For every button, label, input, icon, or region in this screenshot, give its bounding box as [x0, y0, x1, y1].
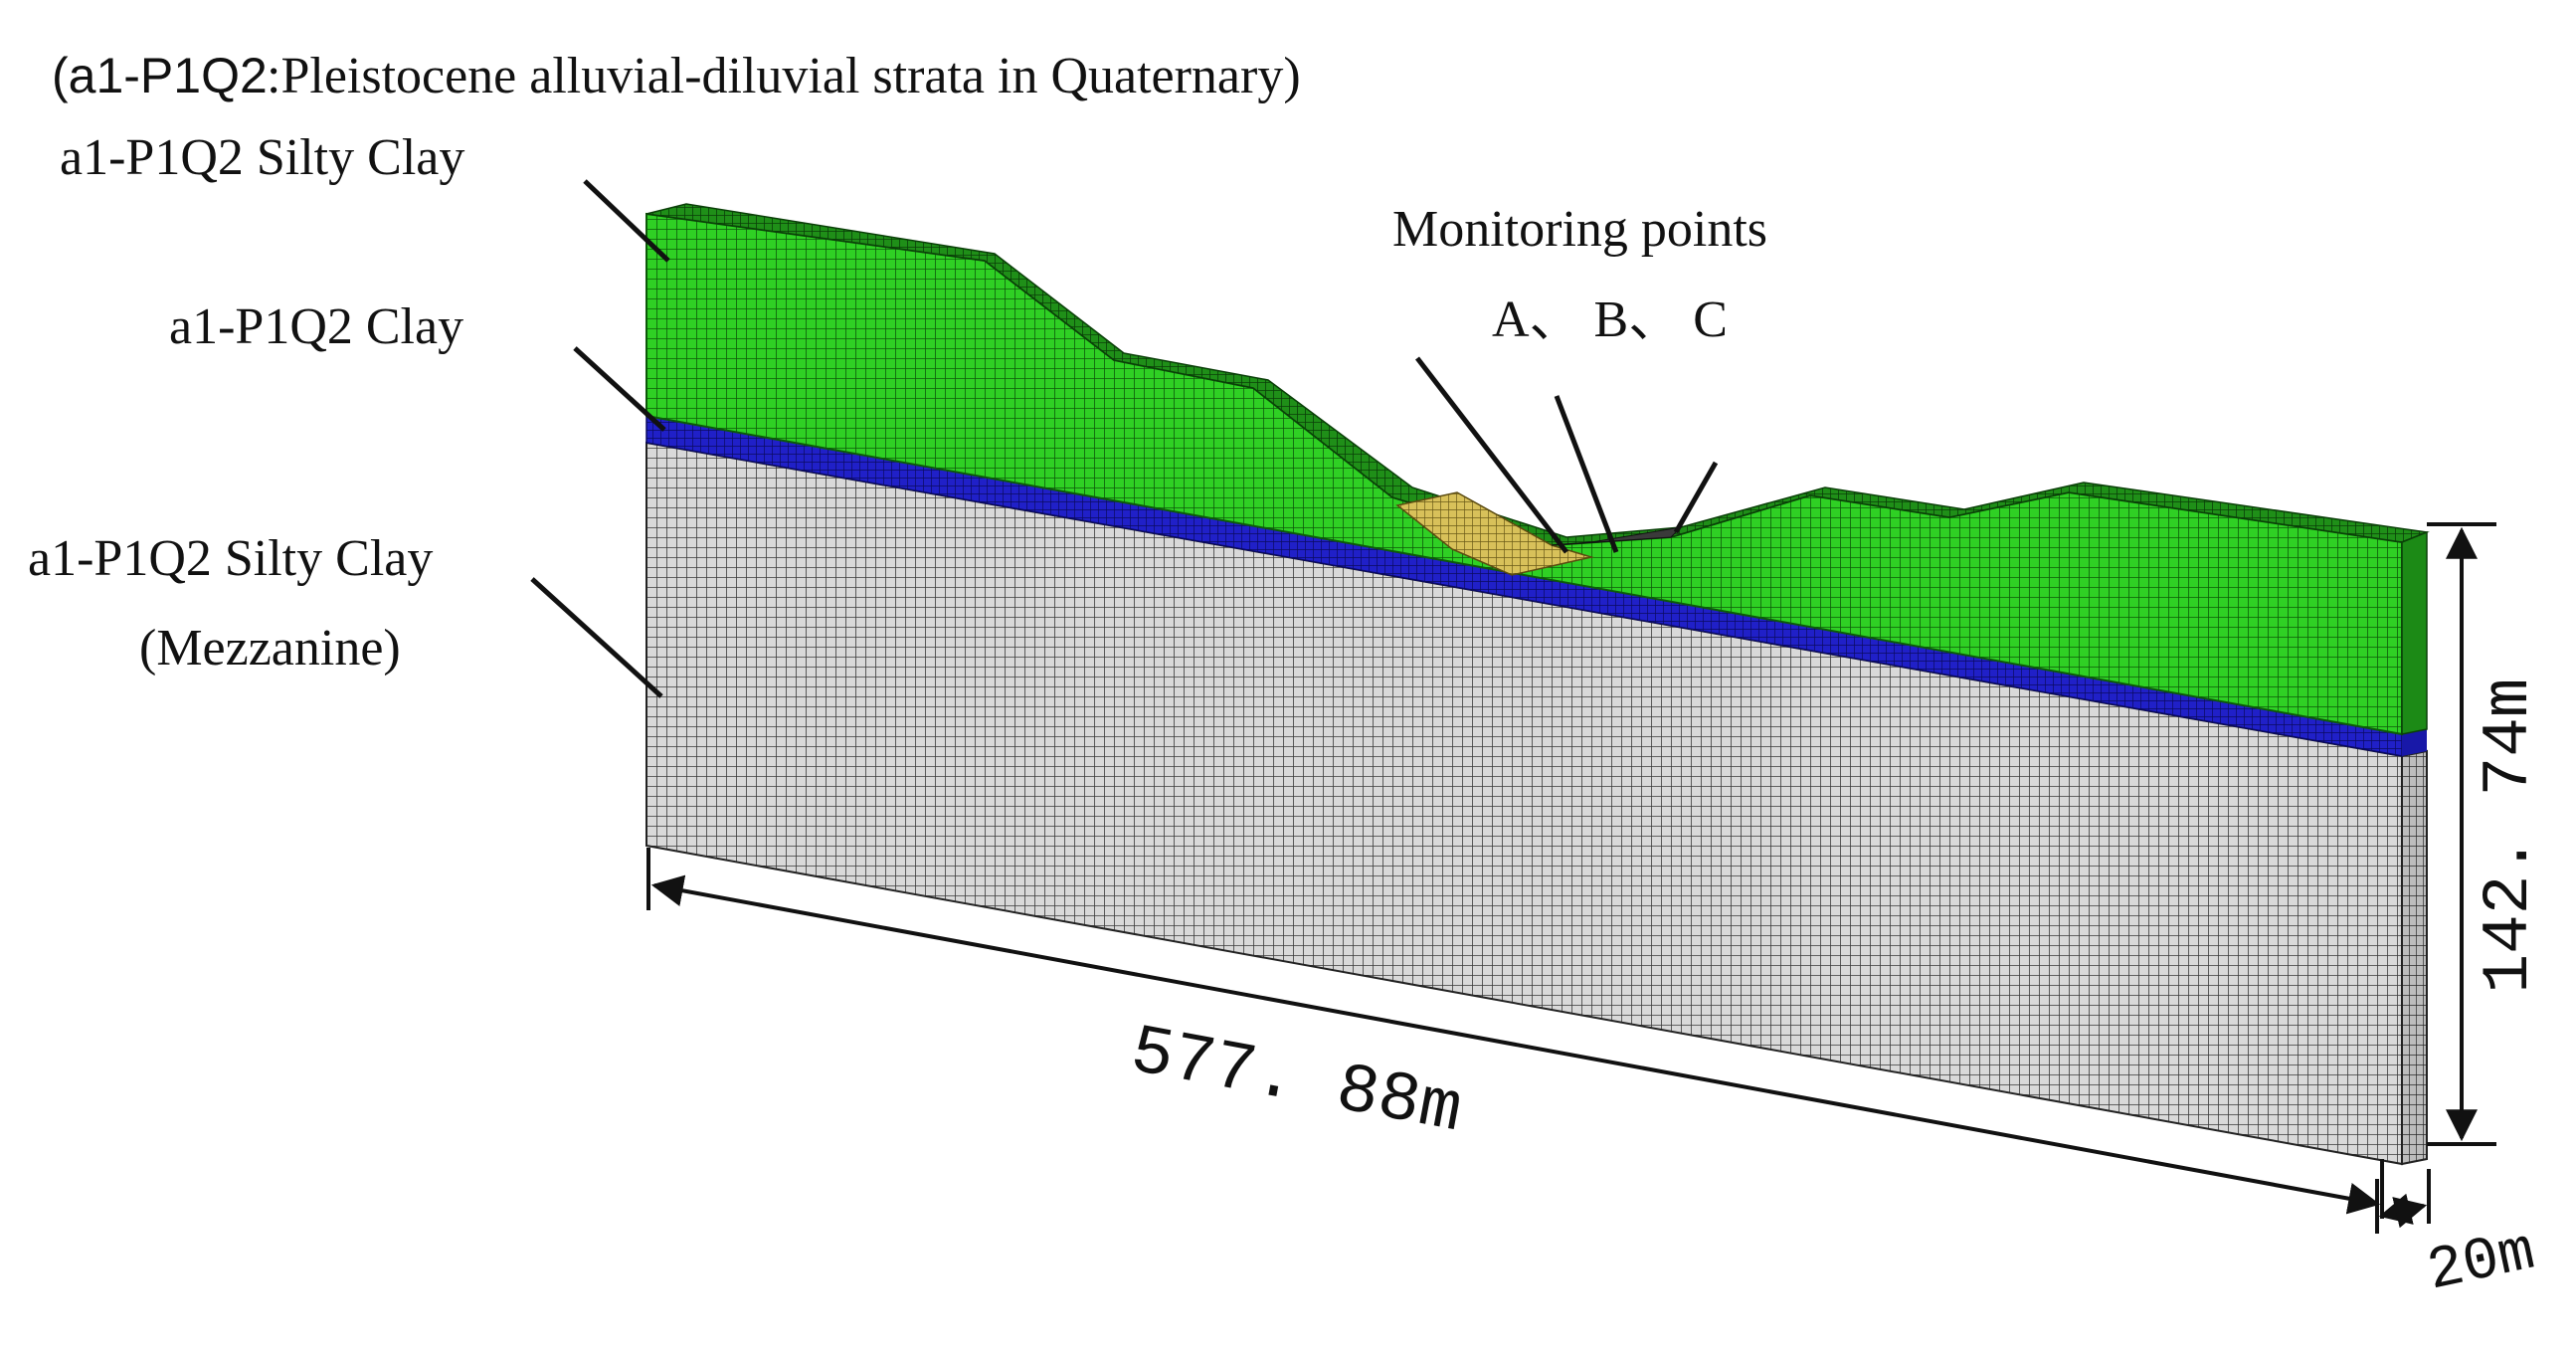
- length-dimension-line: [650, 874, 2381, 1215]
- width-dimension-line: [2378, 1193, 2428, 1229]
- clay-layer-end: [2402, 729, 2427, 756]
- dimension-lines: [646, 522, 2496, 1234]
- figure-title-rest: :Pleistocene alluvial-diluvial strata in…: [267, 48, 1301, 104]
- leader-point-c: [1673, 461, 1719, 534]
- mezzanine-layer-end: [2401, 749, 2428, 1166]
- leader-clay: [573, 346, 666, 432]
- dimension-length-label: 577. 88m: [1125, 1013, 1468, 1151]
- label-mezzanine-line1: a1-P1Q2 Silty Clay: [28, 530, 433, 587]
- dimension-width-label: 20m: [2422, 1219, 2541, 1307]
- dimension-height-label: 142. 74m: [2472, 678, 2546, 994]
- label-monitoring-ids: A、 B、 C: [1492, 291, 1728, 348]
- leader-top-silty-clay: [583, 179, 670, 263]
- leader-point-b: [1554, 395, 1619, 553]
- leader-lines: [530, 179, 1719, 698]
- leader-mezzanine: [530, 577, 663, 698]
- label-mezzanine-line2: (Mezzanine): [139, 620, 401, 676]
- monitoring-zone: [1395, 491, 1594, 576]
- silty-clay-layer-end: [2401, 530, 2428, 735]
- leader-point-a: [1415, 356, 1568, 554]
- label-clay: a1-P1Q2 Clay: [169, 298, 463, 355]
- label-monitoring-title: Monitoring points: [1392, 201, 1767, 258]
- figure-title-prefix: (a1-P1Q2: [52, 48, 268, 103]
- label-top-silty-clay: a1-P1Q2 Silty Clay: [60, 129, 464, 186]
